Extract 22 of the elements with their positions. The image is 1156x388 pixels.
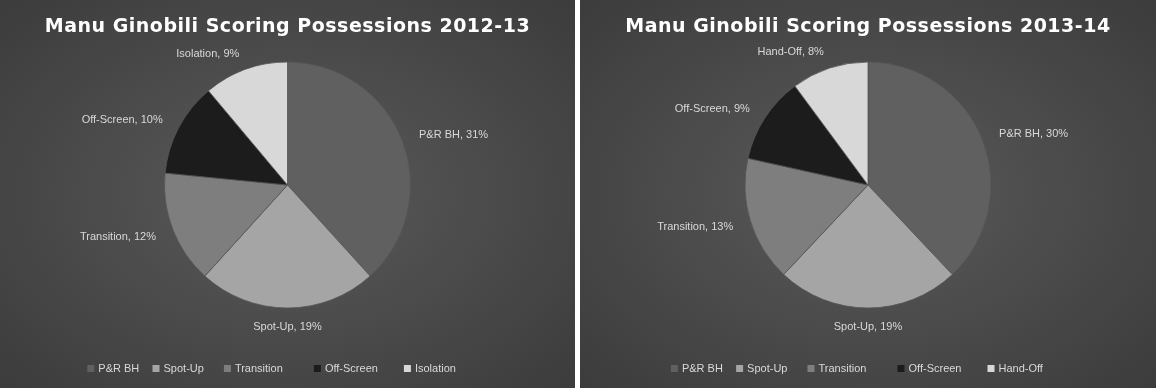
legend-label: Hand-Off (998, 362, 1044, 374)
data-label: Spot-Up, 19% (833, 320, 903, 332)
legend-label: Spot-Up (163, 362, 204, 374)
legend-label: Off-Screen (324, 362, 378, 374)
data-label: Spot-Up, 19% (253, 320, 322, 332)
data-label: Off-Screen, 9% (674, 102, 751, 115)
data-label: Off-Screen, 10% (81, 113, 163, 126)
data-label: Hand-Off, 8% (757, 45, 825, 58)
legend-label: Transition (818, 362, 867, 374)
data-label: P&R BH, 30% (999, 126, 1069, 139)
legend-label: Transition (234, 362, 283, 374)
legend-label: P&R BH (681, 362, 723, 374)
chart-title: Manu Ginobili Scoring Possessions 2013-14 (625, 14, 1111, 36)
data-label: Transition, 12% (79, 229, 157, 242)
data-label: Isolation, 9% (176, 46, 240, 59)
legend-label: Spot-Up (747, 362, 788, 374)
chart-title: Manu Ginobili Scoring Possessions 2012-13 (44, 14, 531, 36)
data-label: Transition, 13% (657, 220, 734, 233)
legend-label: Off-Screen (908, 362, 962, 374)
data-label: P&R BH, 31% (419, 128, 489, 141)
legend-label: Isolation (414, 362, 456, 374)
legend-label: P&R BH (98, 362, 140, 374)
